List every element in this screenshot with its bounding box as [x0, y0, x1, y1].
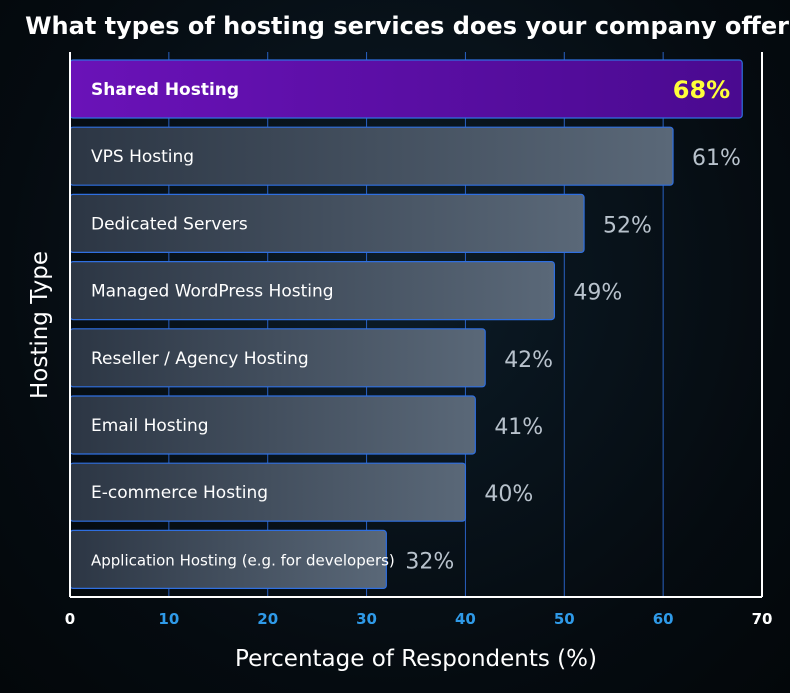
value-label: 32%: [405, 549, 454, 574]
category-label: Shared Hosting: [91, 80, 239, 100]
x-tick-label: 50: [554, 610, 575, 628]
category-label: Dedicated Servers: [91, 214, 248, 234]
chart-title: What types of hosting services does your…: [25, 12, 790, 40]
value-label: 68%: [673, 76, 730, 104]
value-label: 49%: [573, 281, 622, 306]
category-label: E-commerce Hosting: [91, 483, 268, 503]
category-label: VPS Hosting: [91, 147, 194, 167]
value-label: 61%: [692, 146, 741, 171]
y-axis-title: Hosting Type: [27, 251, 53, 399]
x-ticks: 0 10 20 30 40 50 60 70: [65, 610, 773, 628]
category-label: Email Hosting: [91, 416, 209, 436]
category-label: Reseller / Agency Hosting: [91, 349, 309, 369]
bars: Shared Hosting 68% VPS Hosting 61% Dedicated…: [69, 59, 743, 590]
category-label: Managed WordPress Hosting: [91, 282, 334, 302]
value-label: 41%: [494, 415, 543, 440]
x-tick-label: 0: [65, 610, 75, 628]
x-tick-label: 10: [158, 610, 179, 628]
x-tick-label: 20: [257, 610, 278, 628]
value-label: 40%: [484, 482, 533, 507]
value-label: 52%: [603, 213, 652, 238]
value-label: 42%: [504, 348, 553, 373]
x-tick-label: 30: [356, 610, 377, 628]
category-label: Application Hosting (e.g. for developers…: [91, 551, 395, 569]
x-axis-title: Percentage of Respondents (%): [235, 646, 597, 672]
x-tick-label: 60: [653, 610, 674, 628]
x-tick-label: 40: [455, 610, 476, 628]
x-tick-label: 70: [752, 610, 773, 628]
